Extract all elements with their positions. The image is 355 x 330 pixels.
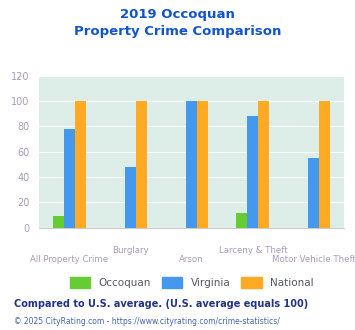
Text: 2019 Occoquan
Property Crime Comparison: 2019 Occoquan Property Crime Comparison bbox=[74, 8, 281, 38]
Bar bbox=[186, 101, 197, 228]
Legend: Occoquan, Virginia, National: Occoquan, Virginia, National bbox=[65, 273, 318, 292]
Bar bbox=[236, 213, 247, 228]
Bar bbox=[258, 101, 269, 228]
Text: All Property Crime: All Property Crime bbox=[31, 255, 109, 264]
Bar bbox=[197, 101, 208, 228]
Bar bbox=[247, 116, 258, 228]
Text: Larceny & Theft: Larceny & Theft bbox=[219, 246, 287, 255]
Text: © 2025 CityRating.com - https://www.cityrating.com/crime-statistics/: © 2025 CityRating.com - https://www.city… bbox=[14, 317, 280, 326]
Bar bbox=[320, 101, 331, 228]
Bar bbox=[64, 129, 75, 228]
Text: Compared to U.S. average. (U.S. average equals 100): Compared to U.S. average. (U.S. average … bbox=[14, 299, 308, 309]
Text: Motor Vehicle Theft: Motor Vehicle Theft bbox=[272, 255, 355, 264]
Bar bbox=[125, 167, 136, 228]
Bar bbox=[308, 158, 320, 228]
Text: Arson: Arson bbox=[179, 255, 204, 264]
Bar bbox=[75, 101, 86, 228]
Text: Burglary: Burglary bbox=[112, 246, 149, 255]
Bar bbox=[53, 216, 64, 228]
Bar bbox=[136, 101, 147, 228]
